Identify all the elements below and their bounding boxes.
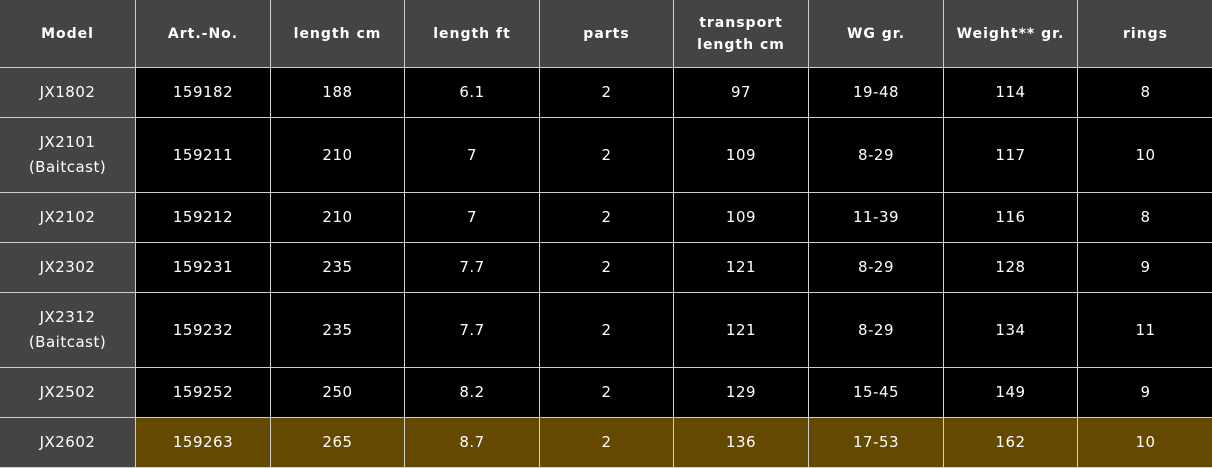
model-variant: (Baitcast) bbox=[4, 155, 131, 180]
cell-length-ft: 8.2 bbox=[405, 368, 540, 418]
cell-wg: 17-53 bbox=[809, 418, 944, 468]
model-name: JX2502 bbox=[4, 380, 131, 405]
cell-art-no: 159212 bbox=[136, 193, 271, 243]
cell-model: JX2312(Baitcast) bbox=[0, 293, 136, 368]
cell-length-ft: 6.1 bbox=[405, 68, 540, 118]
cell-weight: 116 bbox=[944, 193, 1078, 243]
header-wg: WG gr. bbox=[809, 0, 944, 68]
cell-art-no: 159211 bbox=[136, 118, 271, 193]
cell-art-no: 159263 bbox=[136, 418, 271, 468]
header-model: Model bbox=[0, 0, 136, 68]
cell-rings: 9 bbox=[1078, 243, 1212, 293]
cell-model: JX2302 bbox=[0, 243, 136, 293]
cell-length-cm: 210 bbox=[271, 193, 405, 243]
cell-length-cm: 188 bbox=[271, 68, 405, 118]
cell-length-ft: 7 bbox=[405, 193, 540, 243]
cell-art-no: 159252 bbox=[136, 368, 271, 418]
cell-model: JX2502 bbox=[0, 368, 136, 418]
model-name: JX2101 bbox=[4, 130, 131, 155]
cell-length-ft: 8.7 bbox=[405, 418, 540, 468]
cell-weight: 162 bbox=[944, 418, 1078, 468]
cell-art-no: 159231 bbox=[136, 243, 271, 293]
cell-parts: 2 bbox=[540, 368, 674, 418]
model-name: JX2312 bbox=[4, 305, 131, 330]
cell-weight: 114 bbox=[944, 68, 1078, 118]
header-rings: rings bbox=[1078, 0, 1212, 68]
model-name: JX1802 bbox=[4, 80, 131, 105]
cell-weight: 134 bbox=[944, 293, 1078, 368]
cell-model: JX2602 bbox=[0, 418, 136, 468]
cell-length-cm: 235 bbox=[271, 293, 405, 368]
cell-parts: 2 bbox=[540, 418, 674, 468]
cell-rings: 9 bbox=[1078, 368, 1212, 418]
cell-length-cm: 210 bbox=[271, 118, 405, 193]
cell-parts: 2 bbox=[540, 193, 674, 243]
cell-art-no: 159232 bbox=[136, 293, 271, 368]
cell-transport-length: 136 bbox=[674, 418, 809, 468]
header-art-no: Art.-No. bbox=[136, 0, 271, 68]
cell-art-no: 159182 bbox=[136, 68, 271, 118]
cell-parts: 2 bbox=[540, 243, 674, 293]
header-length-ft: length ft bbox=[405, 0, 540, 68]
cell-model: JX1802 bbox=[0, 68, 136, 118]
cell-parts: 2 bbox=[540, 68, 674, 118]
cell-weight: 128 bbox=[944, 243, 1078, 293]
cell-transport-length: 109 bbox=[674, 118, 809, 193]
cell-transport-length: 121 bbox=[674, 293, 809, 368]
cell-wg: 15-45 bbox=[809, 368, 944, 418]
model-name: JX2102 bbox=[4, 205, 131, 230]
header-transport-length: transport length cm bbox=[674, 0, 809, 68]
cell-transport-length: 129 bbox=[674, 368, 809, 418]
model-name: JX2302 bbox=[4, 255, 131, 280]
cell-wg: 19-48 bbox=[809, 68, 944, 118]
cell-rings: 8 bbox=[1078, 193, 1212, 243]
cell-transport-length: 97 bbox=[674, 68, 809, 118]
cell-length-cm: 250 bbox=[271, 368, 405, 418]
cell-length-ft: 7.7 bbox=[405, 243, 540, 293]
cell-rings: 10 bbox=[1078, 118, 1212, 193]
header-weight: Weight** gr. bbox=[944, 0, 1078, 68]
cell-length-cm: 265 bbox=[271, 418, 405, 468]
header-parts: parts bbox=[540, 0, 674, 68]
cell-model: JX2102 bbox=[0, 193, 136, 243]
cell-transport-length: 109 bbox=[674, 193, 809, 243]
cell-model: JX2101(Baitcast) bbox=[0, 118, 136, 193]
cell-rings: 11 bbox=[1078, 293, 1212, 368]
model-name: JX2602 bbox=[4, 430, 131, 455]
cell-wg: 8-29 bbox=[809, 243, 944, 293]
cell-length-ft: 7 bbox=[405, 118, 540, 193]
cell-parts: 2 bbox=[540, 293, 674, 368]
cell-weight: 149 bbox=[944, 368, 1078, 418]
cell-transport-length: 121 bbox=[674, 243, 809, 293]
model-variant: (Baitcast) bbox=[4, 330, 131, 355]
cell-rings: 10 bbox=[1078, 418, 1212, 468]
cell-wg: 11-39 bbox=[809, 193, 944, 243]
cell-length-ft: 7.7 bbox=[405, 293, 540, 368]
header-length-cm: length cm bbox=[271, 0, 405, 68]
cell-rings: 8 bbox=[1078, 68, 1212, 118]
cell-wg: 8-29 bbox=[809, 293, 944, 368]
cell-weight: 117 bbox=[944, 118, 1078, 193]
cell-parts: 2 bbox=[540, 118, 674, 193]
cell-wg: 8-29 bbox=[809, 118, 944, 193]
cell-length-cm: 235 bbox=[271, 243, 405, 293]
